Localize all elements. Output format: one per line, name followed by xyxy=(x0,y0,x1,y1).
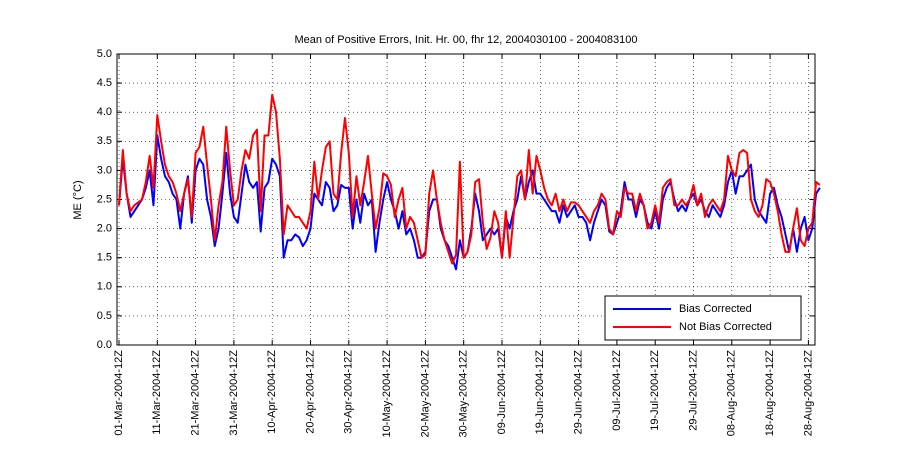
y-tick-label: 3.0 xyxy=(97,164,112,176)
x-tick-label: 21-Mar-2004-12Z xyxy=(190,350,202,436)
legend-label: Not Bias Corrected xyxy=(679,321,772,333)
legend-label: Bias Corrected xyxy=(679,303,752,315)
x-tick-label: 08-Aug-2004-12Z xyxy=(726,350,738,437)
x-tick-label: 31-Mar-2004-12Z xyxy=(228,350,240,436)
x-tick-label: 29-Jul-2004-12Z xyxy=(687,350,699,431)
x-tick-label: 30-Apr-2004-12Z xyxy=(343,350,355,434)
y-tick-label: 3.5 xyxy=(97,135,112,147)
x-tick-label: 28-Aug-2004-12Z xyxy=(802,350,814,437)
x-tick-label: 10-Apr-2004-12Z xyxy=(266,350,278,434)
x-tick-label: 20-May-2004-12Z xyxy=(419,350,431,438)
y-tick-label: 1.0 xyxy=(97,281,112,293)
x-tick-label: 29-Jun-2004-12Z xyxy=(573,350,585,435)
x-tick-label: 19-Jun-2004-12Z xyxy=(534,350,546,435)
x-tick-label: 09-Jul-2004-12Z xyxy=(611,350,623,431)
y-tick-label: 5.0 xyxy=(97,48,112,60)
y-tick-label: 0.5 xyxy=(97,310,112,322)
y-tick-label: 1.5 xyxy=(97,252,112,264)
series-line xyxy=(118,93,821,265)
y-tick-label: 4.5 xyxy=(97,77,112,89)
y-tick-label: 0.0 xyxy=(97,339,112,351)
x-tick-label: 11-Mar-2004-12Z xyxy=(151,350,163,435)
chart-title: Mean of Positive Errors, Init. Hr. 00, f… xyxy=(294,34,637,46)
x-tick-label: 30-May-2004-12Z xyxy=(458,350,470,438)
x-tick-label: 19-Jul-2004-12Z xyxy=(649,350,661,431)
legend-box xyxy=(604,295,802,341)
y-axis-label: ME (°C) xyxy=(72,180,84,219)
y-tick-label: 4.0 xyxy=(97,106,112,118)
x-tick-label: 09-Jun-2004-12Z xyxy=(496,350,508,435)
x-tick-label: 18-Aug-2004-12Z xyxy=(764,350,776,437)
y-tick-label: 2.0 xyxy=(97,223,112,235)
y-tick-label: 2.5 xyxy=(97,193,112,205)
x-tick-label: 10-May-2004-12Z xyxy=(381,350,393,438)
x-tick-label: 20-Apr-2004-12Z xyxy=(304,350,316,434)
x-tick-label: 01-Mar-2004-12Z xyxy=(113,350,125,436)
